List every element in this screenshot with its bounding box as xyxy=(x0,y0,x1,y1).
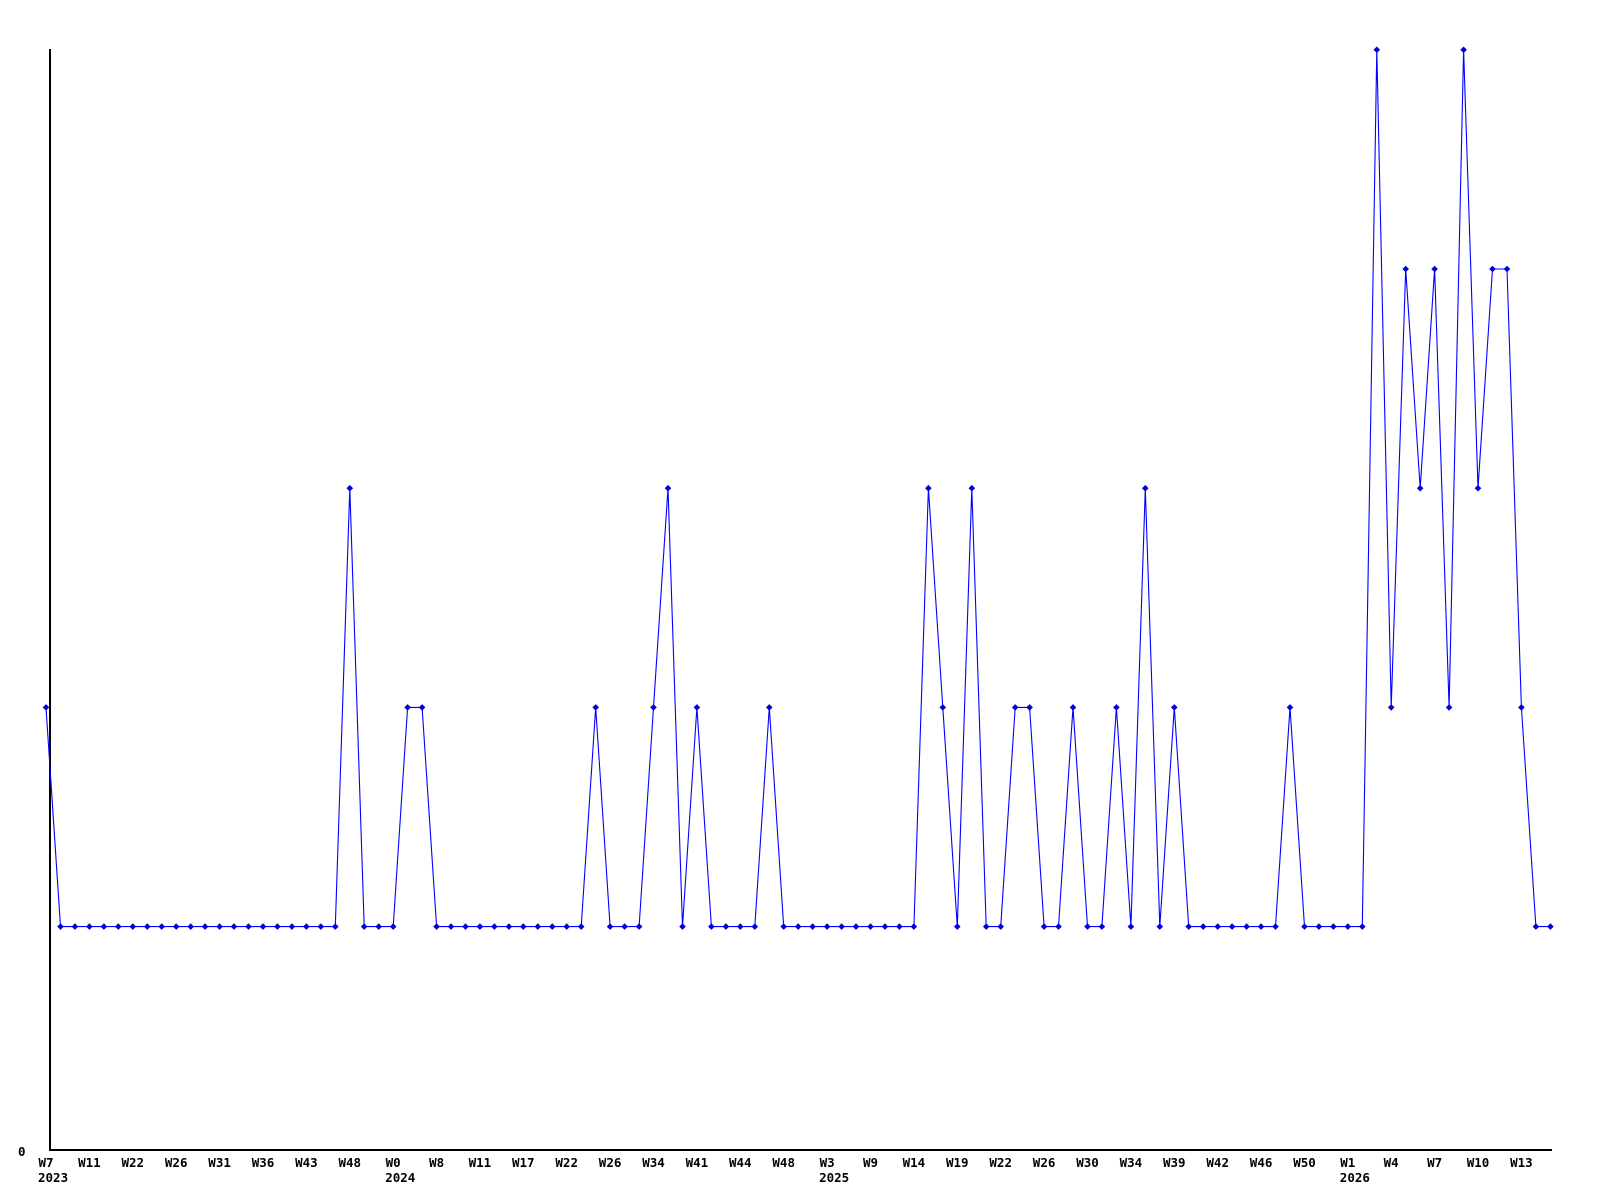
x-tick-label: W31 xyxy=(208,1155,231,1170)
x-tick-label: W26 xyxy=(1032,1155,1056,1170)
x-tick-label: W42 xyxy=(1206,1155,1229,1170)
x-tick-label: W34 xyxy=(642,1155,665,1170)
x-tick-label: W22 xyxy=(989,1155,1012,1170)
x-tick-label: W50 xyxy=(1293,1155,1316,1170)
data-point-markers xyxy=(42,46,1554,930)
x-tick-label: W30 xyxy=(1076,1155,1099,1170)
y-axis-zero-label: 0 xyxy=(18,1144,26,1159)
x-tick-label: W43 xyxy=(295,1155,318,1170)
x-tick-label: W7 xyxy=(1427,1155,1443,1170)
x-tick-label: W48 xyxy=(338,1155,362,1170)
x-tick-year-label: 2026 xyxy=(1339,1170,1370,1185)
x-tick-label: W3 xyxy=(819,1155,835,1170)
x-tick-label: W11 xyxy=(78,1155,101,1170)
x-tick-label: W9 xyxy=(862,1155,879,1170)
x-tick-label: W34 xyxy=(1119,1155,1143,1170)
x-tick-label: W13 xyxy=(1510,1155,1533,1170)
x-tick-year-label: 2023 xyxy=(38,1170,69,1185)
x-tick-label: W26 xyxy=(164,1155,188,1170)
x-tick-label: W36 xyxy=(251,1155,275,1170)
x-tick-label: W19 xyxy=(946,1155,969,1170)
axes xyxy=(49,49,1552,1151)
x-tick-label: W1 xyxy=(1340,1155,1356,1170)
x-tick-label: W4 xyxy=(1383,1155,1399,1170)
x-tick-label: W48 xyxy=(772,1155,795,1170)
x-tick-label: W11 xyxy=(468,1155,492,1170)
x-tick-year-label: 2024 xyxy=(385,1170,416,1185)
x-tick-label: W8 xyxy=(429,1155,445,1170)
x-tick-label: W17 xyxy=(512,1155,535,1170)
x-tick-label: W0 xyxy=(385,1155,401,1170)
series-line xyxy=(45,49,1551,928)
x-tick-label: W22 xyxy=(555,1155,578,1170)
x-tick-label: W44 xyxy=(729,1155,752,1170)
x-tick-label: W14 xyxy=(902,1155,926,1170)
x-tick-year-label: 2025 xyxy=(819,1170,850,1185)
x-tick-label: W7 xyxy=(38,1155,54,1170)
x-tick-label: W41 xyxy=(685,1155,709,1170)
x-tick-label: W10 xyxy=(1466,1155,1490,1170)
x-tick-label: W26 xyxy=(598,1155,622,1170)
x-tick-label: W46 xyxy=(1249,1155,1273,1170)
x-tick-label: W22 xyxy=(121,1155,145,1170)
x-tick-label: W39 xyxy=(1163,1155,1186,1170)
